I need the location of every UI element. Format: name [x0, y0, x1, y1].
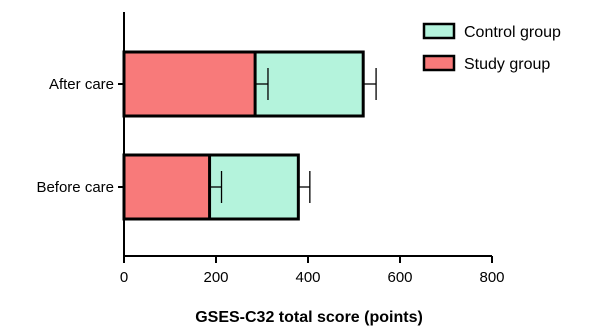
legend: Control group Study group: [422, 22, 561, 73]
x-tick-label-200: 200: [203, 269, 228, 286]
x-tick-label-0: 0: [120, 269, 128, 286]
bar-study-group-before-care: [124, 155, 210, 219]
bar-control-group-after-care: [255, 52, 364, 116]
x-tick-label-600: 600: [387, 269, 412, 286]
legend-label-study-group: Study group: [464, 56, 550, 73]
x-axis-title: GSES-C32 total score (points): [195, 309, 423, 326]
category-label-before-care: Before care: [36, 179, 114, 196]
bar-study-group-after-care: [124, 52, 256, 116]
legend-swatch-control-group: [422, 22, 456, 40]
x-tick-label-400: 400: [295, 269, 320, 286]
x-tick-label-800: 800: [479, 269, 504, 286]
category-label-after-care: After care: [49, 76, 114, 93]
bar-control-group-before-care: [209, 155, 299, 219]
plot-area: Before care After care 0 200 400 600 800: [36, 12, 505, 286]
legend-swatch-study-group: [422, 54, 456, 72]
legend-label-control-group: Control group: [464, 24, 561, 41]
